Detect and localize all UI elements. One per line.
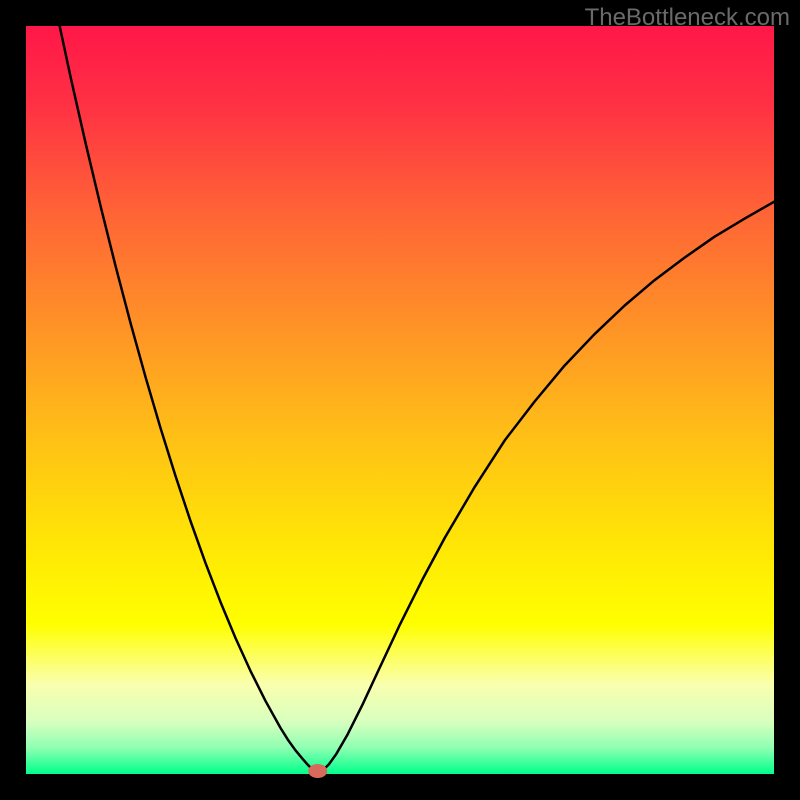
curve-path: [60, 26, 774, 772]
plot-area: [26, 26, 774, 774]
chart-frame: TheBottleneck.com: [0, 0, 800, 800]
curve-svg: [26, 26, 774, 774]
watermark-text: TheBottleneck.com: [585, 4, 790, 32]
minimum-marker: [308, 764, 328, 778]
plot-outer: [0, 0, 800, 800]
